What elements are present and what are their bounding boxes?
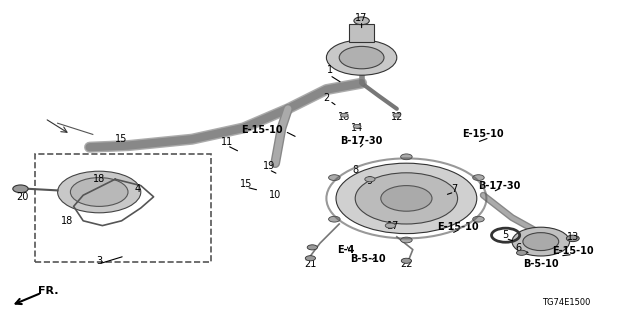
Text: 15: 15 bbox=[240, 179, 253, 189]
Circle shape bbox=[566, 235, 579, 242]
Circle shape bbox=[307, 245, 317, 250]
Text: 1: 1 bbox=[326, 65, 333, 76]
Circle shape bbox=[328, 216, 340, 222]
Text: E-15-10: E-15-10 bbox=[552, 246, 594, 256]
Text: B-17-30: B-17-30 bbox=[340, 136, 383, 146]
Circle shape bbox=[393, 113, 401, 117]
Circle shape bbox=[381, 186, 432, 211]
Text: 14: 14 bbox=[351, 123, 364, 133]
Circle shape bbox=[340, 113, 348, 117]
Text: 5: 5 bbox=[502, 230, 509, 240]
Text: E-15-10: E-15-10 bbox=[436, 222, 479, 232]
Circle shape bbox=[354, 17, 369, 25]
Text: B-5-10: B-5-10 bbox=[350, 254, 386, 264]
Text: 9: 9 bbox=[367, 176, 373, 186]
Text: 6: 6 bbox=[515, 243, 522, 253]
Circle shape bbox=[70, 178, 128, 206]
Text: 8: 8 bbox=[352, 164, 358, 175]
Circle shape bbox=[512, 227, 570, 256]
Circle shape bbox=[473, 175, 484, 180]
Text: B-5-10: B-5-10 bbox=[523, 259, 559, 269]
Text: 11: 11 bbox=[221, 137, 234, 148]
Text: E-4: E-4 bbox=[337, 244, 355, 255]
Text: 7: 7 bbox=[451, 184, 458, 194]
Text: 20: 20 bbox=[16, 192, 29, 202]
Text: 18: 18 bbox=[61, 216, 74, 226]
Circle shape bbox=[365, 177, 375, 182]
Text: 10: 10 bbox=[269, 190, 282, 200]
Text: 3: 3 bbox=[96, 256, 102, 266]
Text: FR.: FR. bbox=[38, 286, 58, 296]
Circle shape bbox=[473, 216, 484, 222]
Text: 21: 21 bbox=[304, 259, 317, 269]
Text: 12: 12 bbox=[390, 112, 403, 122]
Circle shape bbox=[355, 173, 458, 224]
Text: B-17-30: B-17-30 bbox=[478, 180, 520, 191]
Circle shape bbox=[13, 185, 28, 193]
Circle shape bbox=[326, 40, 397, 75]
Text: 13: 13 bbox=[566, 232, 579, 242]
Circle shape bbox=[353, 124, 361, 128]
Text: 22: 22 bbox=[400, 259, 413, 269]
Circle shape bbox=[385, 223, 396, 228]
Text: E-15-10: E-15-10 bbox=[241, 124, 284, 135]
Bar bbox=[35, 154, 211, 262]
Circle shape bbox=[401, 154, 412, 160]
Text: 18: 18 bbox=[93, 174, 106, 184]
Text: 16: 16 bbox=[338, 112, 351, 122]
Circle shape bbox=[523, 233, 559, 251]
Circle shape bbox=[305, 256, 316, 261]
Circle shape bbox=[516, 250, 527, 255]
Text: 19: 19 bbox=[262, 161, 275, 172]
Text: TG74E1500: TG74E1500 bbox=[542, 298, 591, 307]
Circle shape bbox=[328, 175, 340, 180]
Text: 15: 15 bbox=[115, 134, 128, 144]
Text: 17: 17 bbox=[355, 12, 368, 23]
Text: E-15-10: E-15-10 bbox=[462, 129, 504, 140]
Circle shape bbox=[401, 258, 412, 263]
Text: 17: 17 bbox=[387, 220, 399, 231]
Bar bbox=[349, 24, 374, 42]
Circle shape bbox=[339, 46, 384, 69]
Text: 2: 2 bbox=[323, 92, 330, 103]
Circle shape bbox=[336, 163, 477, 234]
Text: 4: 4 bbox=[134, 184, 141, 194]
Circle shape bbox=[401, 237, 412, 243]
Circle shape bbox=[58, 171, 141, 213]
